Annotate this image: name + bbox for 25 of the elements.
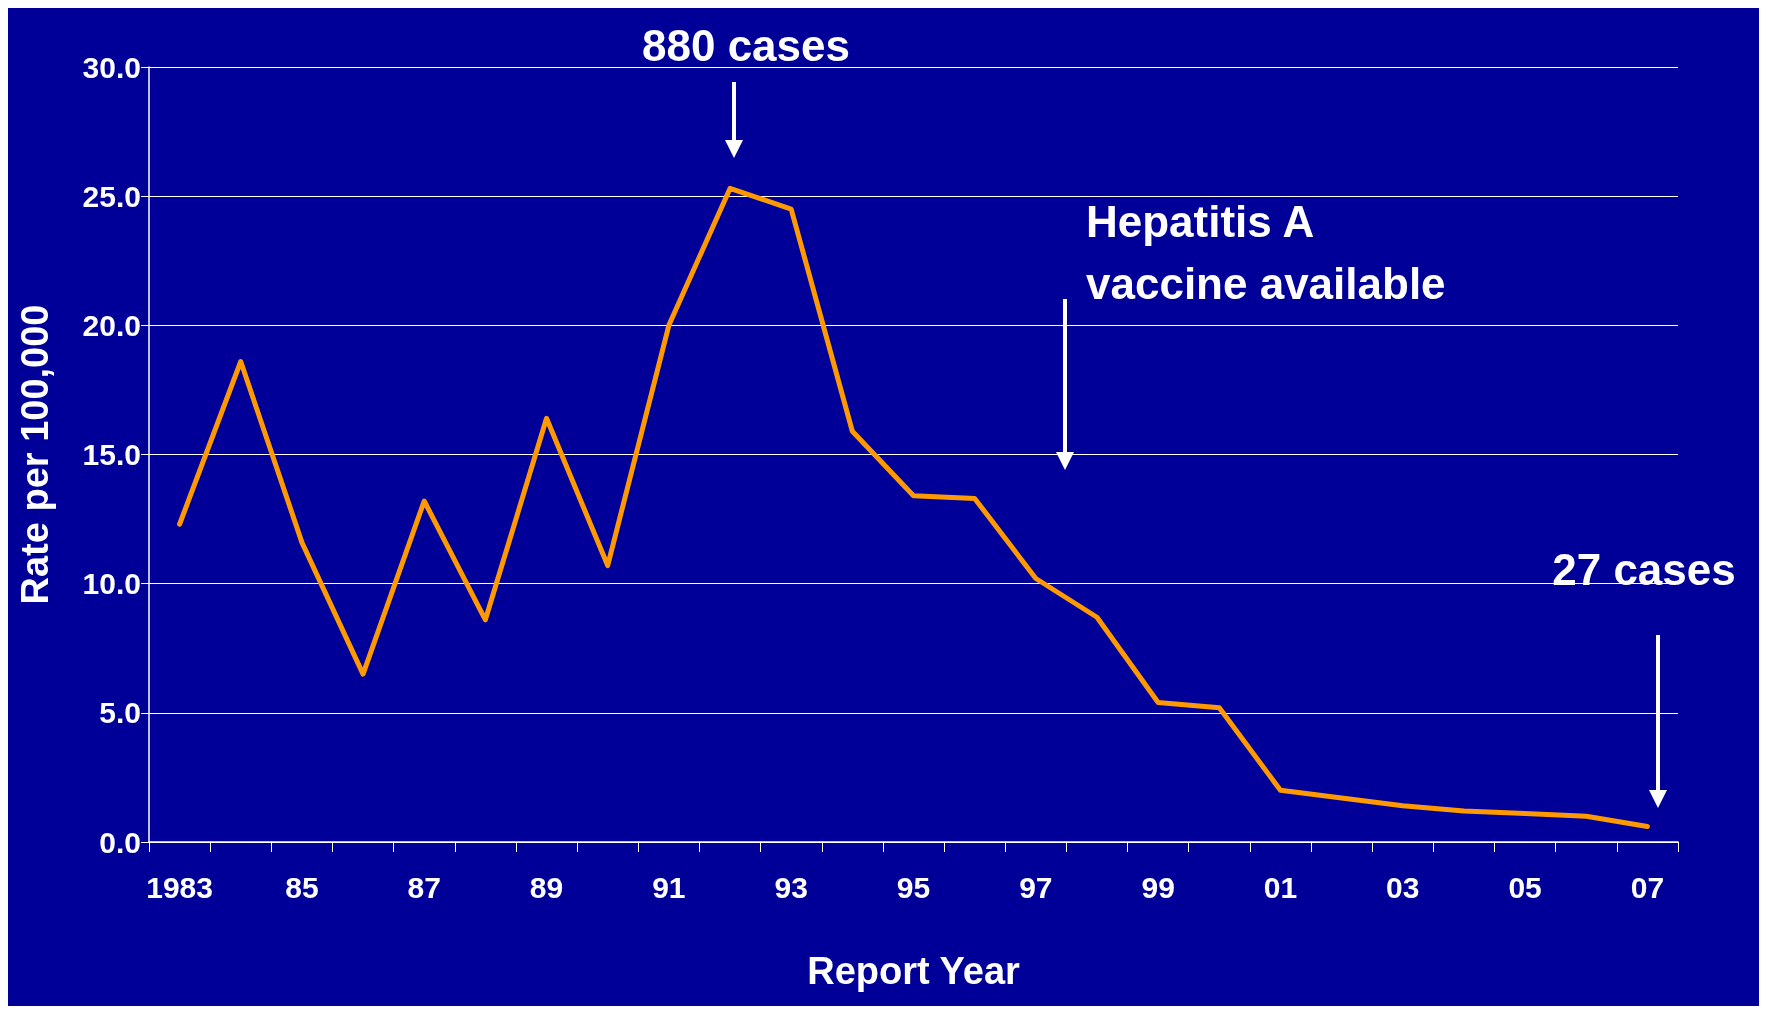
x-tick-label: 07 [1630,870,1665,904]
x-tick-label: 01 [1263,870,1298,904]
x-axis-title: Report Year [807,950,1021,992]
x-tick-label: 99 [1141,870,1175,904]
x-tick-label: 85 [285,870,319,904]
x-tick-label: 93 [774,870,808,904]
x-tick-label: 87 [407,870,441,904]
y-tick-label: 15.0 [82,438,141,471]
x-tick-label: 91 [652,870,686,904]
x-tick-label: 97 [1019,870,1053,904]
y-tick-label: 5.0 [99,696,141,730]
x-tick-label: 03 [1386,870,1420,904]
y-tick-label: 30.0 [82,50,141,84]
annotation: 880 cases [642,20,850,70]
y-tick-label: 0.0 [99,825,141,859]
y-axis-title: Rate per 100,000 [14,304,56,605]
x-tick-label: 05 [1508,870,1542,904]
annotation: 27 cases [1552,544,1736,594]
y-tick-label: 10.0 [82,567,141,601]
x-tick-label: 95 [896,870,931,904]
x-tick-label: 89 [529,870,564,904]
annotation: Hepatitis A vaccine available [1086,196,1446,308]
y-tick-label: 20.0 [82,308,141,342]
y-tick-label: 25.0 [82,179,141,213]
x-tick-label: 1983 [146,870,213,904]
